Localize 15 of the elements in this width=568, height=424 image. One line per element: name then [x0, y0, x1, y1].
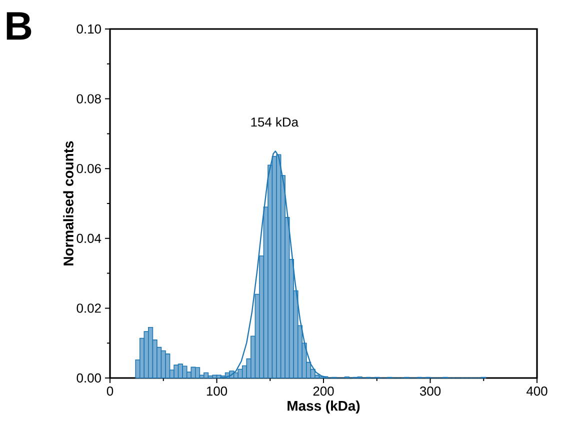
annotation: 154 kDa — [251, 117, 298, 127]
y-tick-label: 0.02 — [76, 304, 101, 313]
x-tick-label: 100 — [206, 386, 228, 396]
y-tick-label: 0.00 — [76, 373, 101, 383]
y-tick-label: 0.10 — [76, 24, 101, 34]
x-axis-title: Mass (kDa) — [288, 400, 360, 414]
y-tick-label: 0.06 — [76, 164, 101, 174]
text: B — [6, 12, 32, 40]
x-tick-label: 300 — [420, 386, 441, 396]
x-tick-label: 400 — [526, 386, 548, 396]
y-axis-title: Normalised counts — [63, 141, 74, 266]
x-tick-label: 0 — [106, 386, 114, 396]
y-tick-label: 0.04 — [76, 234, 102, 243]
y-tick-label: 0.08 — [76, 94, 101, 104]
x-tick-label: 200 — [313, 386, 334, 396]
